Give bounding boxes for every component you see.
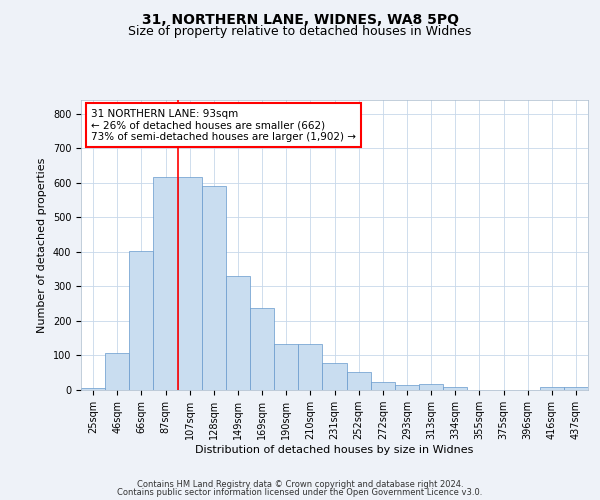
Bar xyxy=(298,344,322,390)
Bar xyxy=(443,387,467,390)
Bar xyxy=(564,387,588,390)
Bar xyxy=(202,186,226,390)
Bar xyxy=(419,384,443,390)
Bar xyxy=(347,372,371,390)
Bar xyxy=(226,276,250,390)
Text: Size of property relative to detached houses in Widnes: Size of property relative to detached ho… xyxy=(128,25,472,38)
Y-axis label: Number of detached properties: Number of detached properties xyxy=(37,158,47,332)
Text: 31, NORTHERN LANE, WIDNES, WA8 5PQ: 31, NORTHERN LANE, WIDNES, WA8 5PQ xyxy=(142,12,458,26)
Bar xyxy=(250,308,274,390)
Bar xyxy=(105,354,129,390)
Bar xyxy=(81,388,105,390)
Text: Contains public sector information licensed under the Open Government Licence v3: Contains public sector information licen… xyxy=(118,488,482,497)
Bar xyxy=(371,382,395,390)
Bar xyxy=(395,385,419,390)
Bar xyxy=(154,177,178,390)
Bar xyxy=(178,177,202,390)
Text: 31 NORTHERN LANE: 93sqm
← 26% of detached houses are smaller (662)
73% of semi-d: 31 NORTHERN LANE: 93sqm ← 26% of detache… xyxy=(91,108,356,142)
Bar xyxy=(322,363,347,390)
X-axis label: Distribution of detached houses by size in Widnes: Distribution of detached houses by size … xyxy=(196,445,473,455)
Bar xyxy=(129,251,154,390)
Bar xyxy=(274,344,298,390)
Bar xyxy=(540,387,564,390)
Text: Contains HM Land Registry data © Crown copyright and database right 2024.: Contains HM Land Registry data © Crown c… xyxy=(137,480,463,489)
